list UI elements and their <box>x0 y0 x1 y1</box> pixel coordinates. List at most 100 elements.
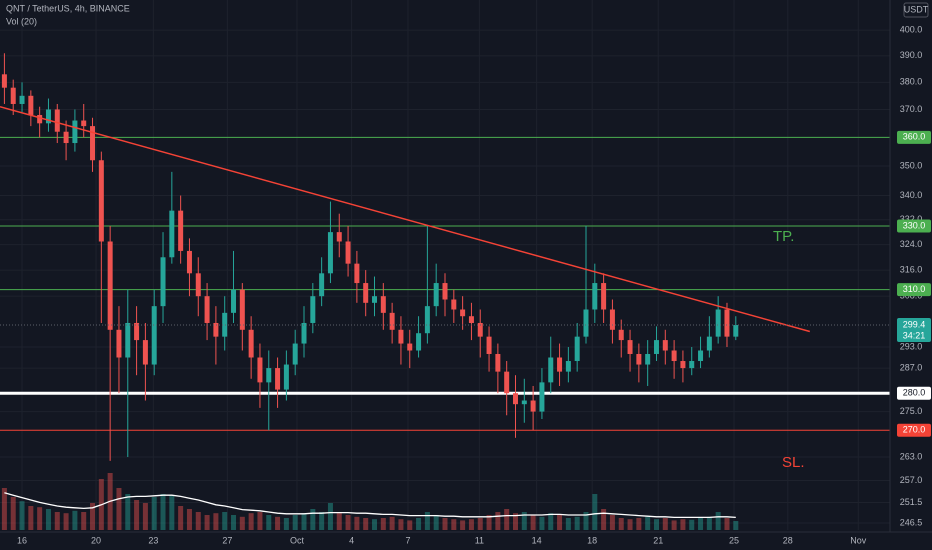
x-tick-label: 28 <box>783 535 793 545</box>
last-price-label: 299.4 <box>903 319 926 329</box>
y-tick-label: 380.0 <box>900 77 923 87</box>
candle-body <box>222 312 228 337</box>
candle-body <box>601 283 607 310</box>
candle-body <box>733 325 739 337</box>
volume-bar <box>1 488 7 530</box>
volume-bar <box>609 515 615 530</box>
volume-bar <box>424 512 430 530</box>
volume-bar <box>592 494 598 530</box>
candle-body <box>186 250 192 274</box>
volume-bar <box>354 516 360 530</box>
volume-bar <box>565 518 571 530</box>
volume-bar <box>671 520 677 530</box>
x-tick-label: Nov <box>850 535 867 545</box>
volume-label: Vol (20) <box>6 16 37 26</box>
candle-body <box>433 283 439 307</box>
x-tick-label: 4 <box>349 535 354 545</box>
volume-bar <box>662 518 668 530</box>
volume-bar <box>680 519 686 530</box>
candle-body <box>28 95 34 115</box>
candle-body <box>557 357 563 372</box>
candle-body <box>142 340 148 365</box>
volume-bar <box>583 512 589 530</box>
volume-bar <box>636 518 642 530</box>
candle-body <box>636 353 642 365</box>
candle-body <box>327 232 333 274</box>
volume-bar <box>468 519 474 530</box>
volume-bar <box>460 520 466 530</box>
volume-bar <box>512 513 518 530</box>
candle-body <box>336 232 342 242</box>
volume-bar <box>169 495 175 530</box>
level-tag <box>897 386 931 400</box>
volume-bar <box>363 518 369 530</box>
candle-body <box>645 353 651 365</box>
candle-body <box>671 350 677 362</box>
candle-body <box>169 210 175 258</box>
volume-bar <box>548 513 554 530</box>
candle-body <box>724 309 730 337</box>
y-tick-label: 390.0 <box>900 50 923 60</box>
volume-bar <box>557 515 563 530</box>
y-tick-label: 287.0 <box>900 362 923 372</box>
y-tick-label: 324.0 <box>900 239 923 249</box>
y-tick-label: 263.0 <box>900 451 923 461</box>
volume-bar <box>28 506 34 530</box>
volume-bar <box>601 509 607 530</box>
volume-bar <box>204 515 210 530</box>
candle-body <box>389 312 395 330</box>
candle-body <box>116 329 122 358</box>
volume-bar <box>257 512 263 530</box>
trend-line <box>0 105 811 333</box>
candle-body <box>380 296 386 313</box>
volume-bar <box>186 509 192 530</box>
candle-body <box>424 306 430 334</box>
x-tick-label: 27 <box>222 535 232 545</box>
volume-bar <box>151 497 157 530</box>
volume-bar <box>574 516 580 530</box>
volume-bar <box>178 506 184 530</box>
y-tick-label: 316.0 <box>900 264 923 274</box>
volume-bar <box>698 518 704 530</box>
candle-body <box>495 353 501 372</box>
volume-bar <box>231 515 237 530</box>
candle-body <box>134 322 140 341</box>
volume-bar <box>451 519 457 530</box>
candle-body <box>37 114 43 124</box>
x-tick-label: 18 <box>587 535 597 545</box>
volume-bar <box>345 515 351 530</box>
volume-bar <box>653 519 659 530</box>
level-tag <box>897 130 931 144</box>
candle-body <box>301 322 307 344</box>
candle-body <box>512 393 518 405</box>
volume-bar <box>37 507 43 530</box>
volume-bar <box>380 518 386 530</box>
candle-body <box>345 241 351 264</box>
volume-bar <box>486 515 492 530</box>
candle-body <box>266 368 272 383</box>
candle-body <box>451 299 457 310</box>
candle-body <box>239 289 245 330</box>
candle-body <box>372 296 378 303</box>
volume-bar <box>715 512 721 530</box>
candle-body <box>530 400 536 412</box>
volume-bar <box>213 513 219 530</box>
y-unit: USDT <box>904 4 929 14</box>
candle-body <box>319 273 325 297</box>
candle-body <box>486 336 492 354</box>
volume-bar <box>134 500 140 530</box>
x-tick-label: 25 <box>729 535 739 545</box>
volume-bar <box>283 518 289 530</box>
level-label: 330.0 <box>903 220 926 230</box>
candle-body <box>275 368 281 390</box>
volume-bar <box>477 518 483 530</box>
candle-body <box>407 343 413 351</box>
level-label: 310.0 <box>903 284 926 294</box>
volume-bar <box>72 510 78 530</box>
volume-bar <box>248 513 254 530</box>
volume-bar <box>19 501 25 530</box>
y-tick-label: 275.0 <box>900 406 923 416</box>
volume-bar <box>45 509 51 530</box>
volume-bar <box>142 503 148 530</box>
y-tick-label: 246.5 <box>900 517 923 527</box>
